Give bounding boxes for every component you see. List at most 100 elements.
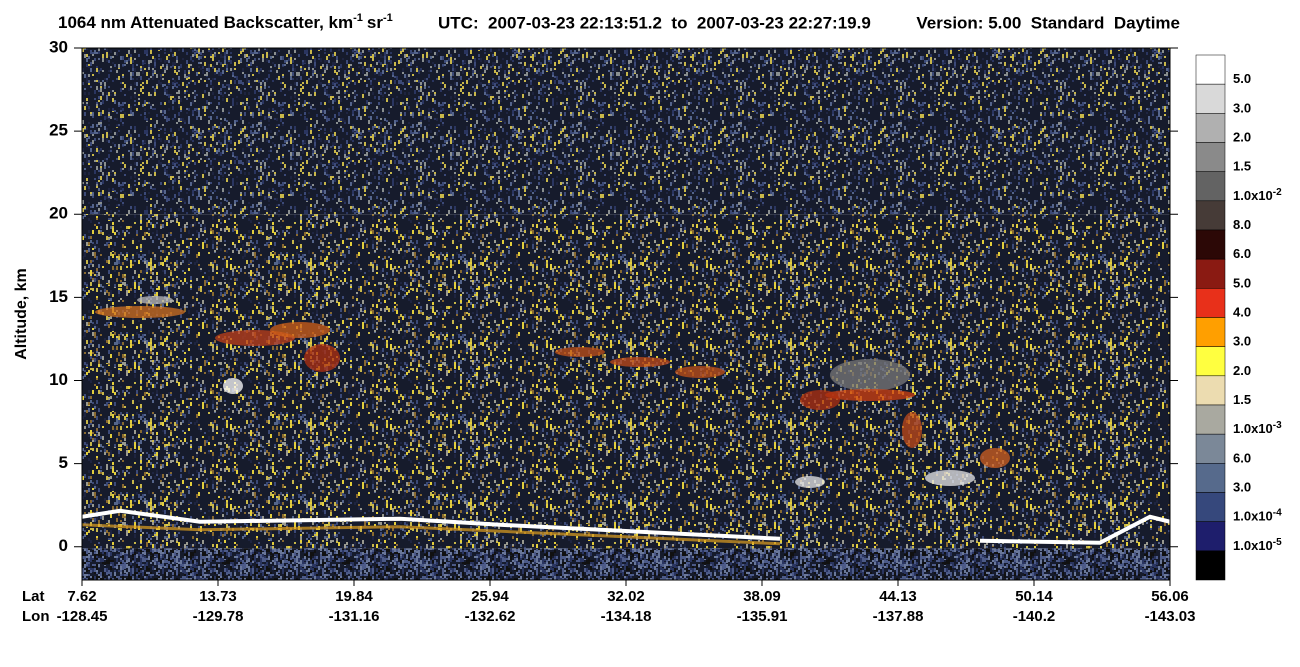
colorbar-box [1195,83,1226,114]
y-axis-label: Altitude, km [13,268,30,360]
chart-title: 1064 nm Attenuated Backscatter, km-1 sr-1 [58,12,393,33]
cloud [610,357,670,367]
colorbar-box [1195,171,1226,202]
lon-label: -132.62 [465,608,516,625]
surface-glow [81,523,781,546]
colorbar-box [1195,492,1226,522]
title-main: 1064 nm Attenuated Backscatter, km [58,13,353,32]
colorbar-label: 3.0 [1233,334,1251,349]
lat-label: 56.06 [1151,588,1189,605]
lon-label: -137.88 [873,608,924,625]
colorbar-box [1195,317,1226,347]
cloud [800,390,840,410]
colorbar-box [1195,200,1226,231]
y-tick-label: 30 [49,37,68,56]
lat-label: 7.62 [67,588,96,605]
y-tick-label: 15 [49,287,68,306]
cloud [675,366,725,378]
colorbar-label-text: 1.5 [1233,392,1251,407]
lon-label: -143.03 [1145,608,1196,625]
lon-label: -131.16 [329,608,380,625]
colorbar-box [1195,142,1226,172]
title-unit: sr [367,13,383,32]
colorbar-box [1195,229,1226,260]
lat-label: 19.84 [335,588,373,605]
surface [81,508,1171,545]
colorbar-label: 1.5 [1233,392,1251,407]
cloud [980,448,1010,468]
cloud [137,296,173,304]
colorbar-label: 5.0 [1233,72,1251,87]
y-tick-label: 10 [49,370,68,389]
backdrop [82,214,1170,549]
colorbar-box [1195,54,1226,85]
colorbar-label-exponent: -5 [1273,536,1282,547]
lon-label: -134.18 [601,608,652,625]
y-tick-label: 5 [59,453,68,472]
colorbar-box [1195,288,1226,318]
colorbar-label: 3.0 [1233,101,1251,116]
lon-label: -129.78 [193,608,244,625]
colorbar-box [1195,550,1226,581]
colorbar-label: 1.0x10-4 [1233,507,1282,524]
lon-label: -128.45 [57,608,108,625]
lon-label: -135.91 [737,608,788,625]
lon-row-label: Lon [22,608,50,625]
colorbar-label-text: 3.0 [1233,334,1251,349]
colorbar-box [1195,113,1226,143]
colorbar-label-text: 1.0x10 [1233,509,1273,524]
lat-label: 44.13 [879,588,917,605]
backdrop [82,48,1170,215]
colorbar-label-exponent: -3 [1273,420,1282,431]
cloud [555,347,605,357]
lat-label: 13.73 [199,588,237,605]
colorbar-box [1195,346,1226,377]
lon-label: -140.2 [1013,608,1056,625]
colorbar-label: 4.0 [1233,305,1251,320]
utc-range: UTC: 2007-03-23 22:13:51.2 to 2007-03-23… [438,13,871,32]
cloud [830,359,910,391]
y-tick-label: 20 [49,204,68,223]
colorbar-box [1195,521,1226,552]
cloud [95,306,185,318]
colorbar-label-text: 5.0 [1233,276,1251,291]
colorbar-label-text: 3.0 [1233,480,1251,495]
title-exponent: -1 [353,12,363,24]
colorbar-label: 2.0 [1233,363,1251,378]
colorbar-label-exponent: -4 [1273,507,1282,518]
colorbar-box [1195,404,1226,435]
colorbar-label: 1.0x10-2 [1233,186,1282,203]
colorbar-label-text: 6.0 [1233,451,1251,466]
cloud [304,344,340,372]
colorbar-label: 8.0 [1233,217,1251,232]
colorbar-label: 3.0 [1233,480,1251,495]
colorbar-label: 2.0 [1233,130,1251,145]
title-exponent: -1 [383,12,393,24]
colorbar-label-text: 8.0 [1233,217,1251,232]
cloud [795,476,825,488]
colorbar-label: 1.0x10-5 [1233,536,1282,553]
version: Version: 5.00 Standard Daytime [916,13,1180,32]
colorbar-label-text: 5.0 [1233,72,1251,87]
colorbar-label-text: 1.0x10 [1233,538,1273,553]
cloud [825,389,915,401]
colorbar-box [1195,258,1226,289]
colorbar-label: 1.5 [1233,159,1251,174]
colorbar-label-text: 4.0 [1233,305,1251,320]
colorbar-label-text: 2.0 [1233,130,1251,145]
y-tick-label: 0 [59,536,68,555]
y-tick-label: 25 [49,121,68,140]
cloud [902,412,922,448]
lat-label: 50.14 [1015,588,1053,605]
colorbar-label-text: 3.0 [1233,101,1251,116]
colorbar-box [1195,463,1226,493]
colorbar-label-text: 1.0x10 [1233,422,1273,437]
colorbar-label-text: 2.0 [1233,363,1251,378]
colorbar-label-text: 1.0x10 [1233,188,1273,203]
backdrop [82,548,1170,580]
cloud [223,378,243,394]
colorbar-box [1195,433,1226,464]
cloud [925,470,975,486]
colorbar-label: 1.0x10-3 [1233,420,1282,437]
